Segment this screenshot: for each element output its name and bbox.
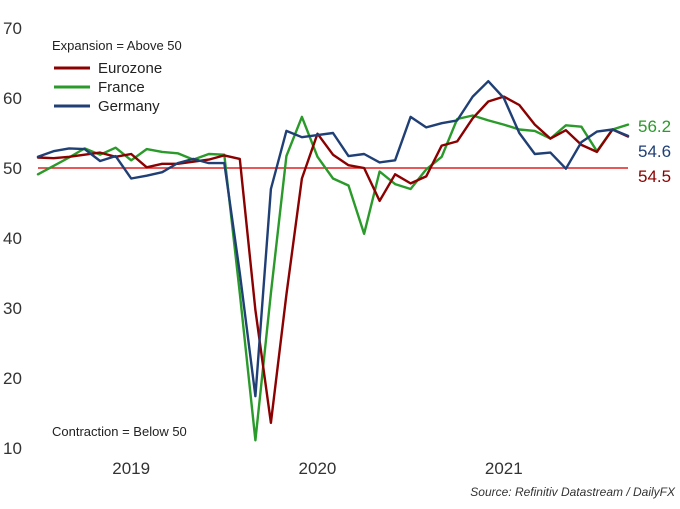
legend-label-eurozone: Eurozone (98, 60, 162, 77)
x-year-label: 2021 (485, 459, 523, 478)
series-line-eurozone (36, 95, 630, 424)
source-note: Source: Refinitiv Datastream / DailyFX (470, 485, 676, 499)
end-value-germany: 54.6 (638, 142, 671, 161)
end-value-france: 56.2 (638, 117, 671, 136)
y-tick-label: 70 (3, 19, 22, 38)
x-year-label: 2020 (299, 459, 337, 478)
y-tick-label: 30 (3, 299, 22, 318)
contraction-annotation: Contraction = Below 50 (52, 424, 187, 439)
legend-label-germany: Germany (98, 98, 160, 115)
series-line-germany (36, 79, 630, 398)
legend-label-france: France (98, 79, 145, 96)
y-tick-label: 20 (3, 369, 22, 388)
x-year-label: 2019 (112, 459, 150, 478)
expansion-annotation: Expansion = Above 50 (52, 38, 182, 53)
y-tick-label: 60 (3, 89, 22, 108)
y-tick-label: 40 (3, 229, 22, 248)
end-value-eurozone: 54.5 (638, 167, 671, 186)
series-line-france (36, 114, 630, 442)
y-tick-label: 10 (3, 439, 22, 458)
y-tick-label: 50 (3, 159, 22, 178)
